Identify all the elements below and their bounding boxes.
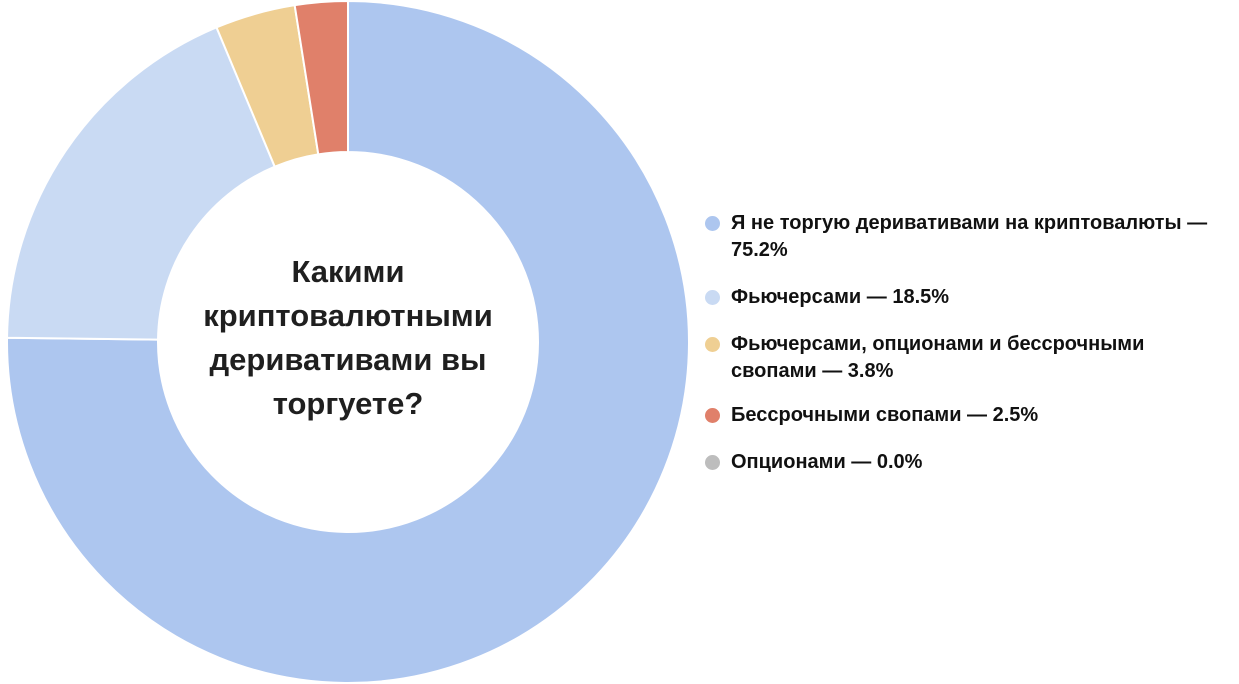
legend-item: Фьючерсами, опционами и бессрочными своп… xyxy=(705,331,1235,385)
legend-item: Опционами — 0.0% xyxy=(705,449,1235,476)
legend-label: Фьючерсами — 18.5% xyxy=(731,286,950,308)
chart-title: Какими криптовалютными деривативами вы т… xyxy=(203,254,493,421)
legend-dot xyxy=(705,408,720,423)
legend-label: Я не торгую деривативами на криптовалюты… xyxy=(731,212,1208,261)
donut-slice xyxy=(6,0,690,684)
legend-label: Опционами — 0.0% xyxy=(731,451,923,473)
donut-chart xyxy=(6,0,690,684)
legend: Я не торгую деривативами на криптовалюты… xyxy=(705,210,1235,496)
legend-item: Бессрочными свопами — 2.5% xyxy=(705,402,1235,429)
donut-slice xyxy=(6,26,277,341)
legend-dot xyxy=(705,290,720,305)
legend-item: Фьючерсами — 18.5% xyxy=(705,284,1235,311)
legend-label: Фьючерсами, опционами и бессрочными своп… xyxy=(731,333,1145,382)
legend-item: Я не торгую деривативами на криптовалюты… xyxy=(705,210,1235,264)
legend-dot xyxy=(705,455,720,470)
legend-dot xyxy=(705,337,720,352)
donut-slice xyxy=(293,0,349,156)
legend-label: Бессрочными свопами — 2.5% xyxy=(731,404,1039,426)
legend-dot xyxy=(705,216,720,231)
